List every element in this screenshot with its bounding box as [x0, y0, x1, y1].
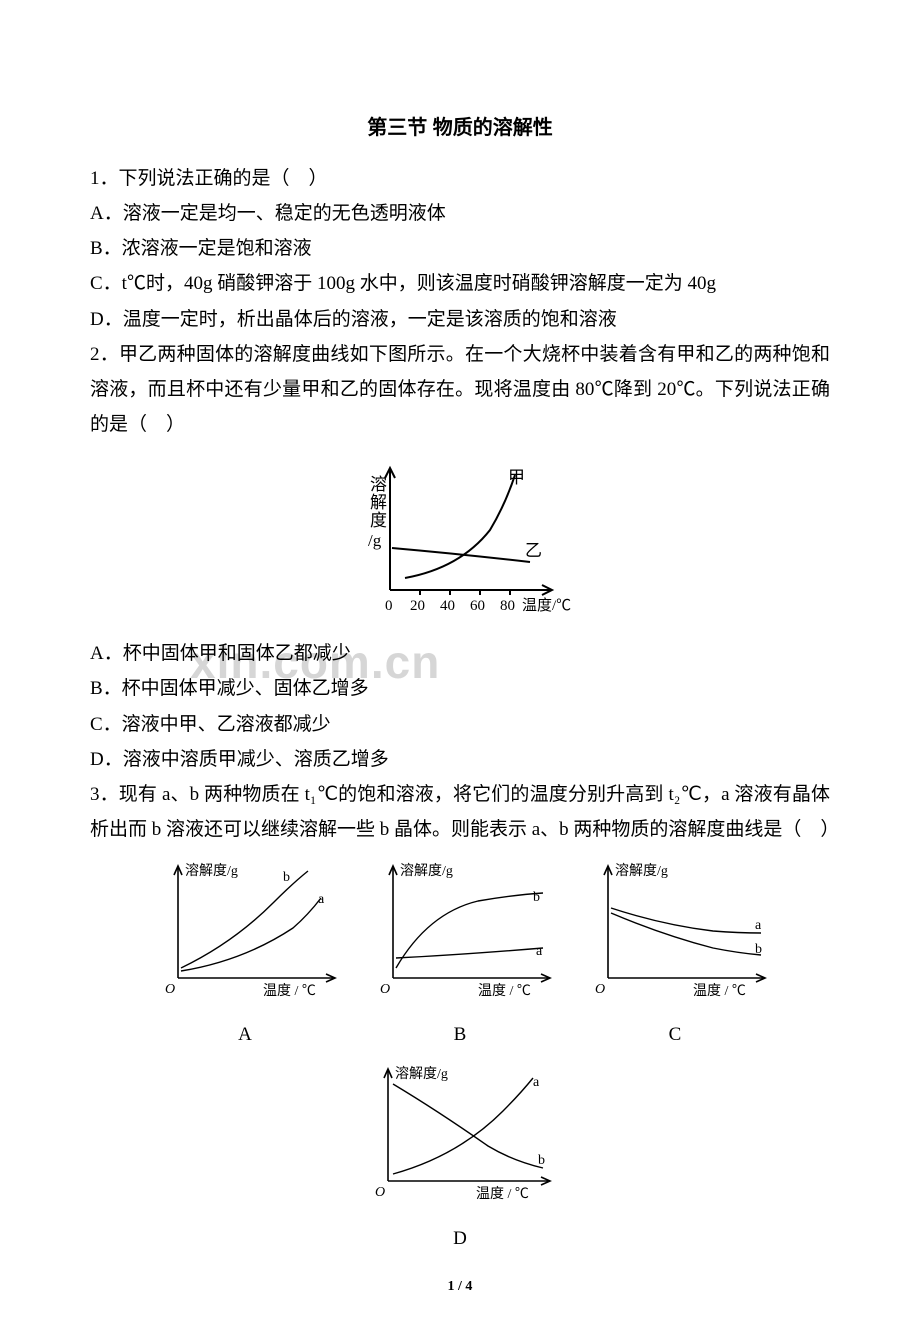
svg-text:b: b [755, 942, 762, 957]
svg-text:解: 解 [370, 493, 387, 512]
q3-charts-row1: 溶解度/g O 温度 / ℃ b a A 溶解度/g O 温度 / ℃ [90, 853, 830, 1052]
svg-text:O: O [375, 1185, 385, 1200]
svg-text:O: O [595, 982, 605, 997]
page-footer: 1 / 4 [90, 1274, 830, 1300]
svg-text:溶: 溶 [370, 475, 387, 494]
svg-text:80: 80 [500, 598, 515, 614]
q2-opt-d: D．溶液中溶质甲减少、溶质乙增多 [90, 742, 830, 777]
q3-chart-d: 溶解度/g O 温度 / ℃ a b D [348, 1056, 573, 1255]
q1-opt-b: B．浓溶液一定是饱和溶液 [90, 231, 830, 266]
svg-text:温度/℃: 温度/℃ [522, 597, 571, 614]
svg-text:乙: 乙 [525, 541, 542, 560]
q3-stem: 3．现有 a、b 两种物质在 t₁℃的饱和溶液，将它们的温度分别升高到 t₂℃，… [90, 777, 830, 847]
svg-text:温度 / ℃: 温度 / ℃ [263, 983, 316, 999]
svg-text:溶解度/g: 溶解度/g [395, 1066, 448, 1082]
q2-stem: 2．甲乙两种固体的溶解度曲线如下图所示。在一个大烧杯中装着含有甲和乙的两种饱和溶… [90, 337, 830, 442]
svg-text:b: b [283, 870, 290, 885]
q3-chart-b: 溶解度/g O 温度 / ℃ b a B [358, 853, 563, 1052]
svg-text:b: b [538, 1153, 545, 1168]
svg-text:温度 / ℃: 温度 / ℃ [478, 983, 531, 999]
svg-text:0: 0 [385, 598, 393, 614]
svg-text:温度 / ℃: 温度 / ℃ [693, 983, 746, 999]
q1-opt-a: A．溶液一定是均一、稳定的无色透明液体 [90, 196, 830, 231]
q3-chart-a: 溶解度/g O 温度 / ℃ b a A [143, 853, 348, 1052]
q2-figure: 溶 解 度 /g 0 20 40 60 80 温度/℃ 甲 乙 [90, 450, 830, 632]
svg-text:溶解度/g: 溶解度/g [400, 863, 453, 879]
svg-text:a: a [318, 892, 325, 907]
svg-text:甲: 甲 [508, 468, 525, 487]
q3-chart-c: 溶解度/g O 温度 / ℃ a b C [573, 853, 778, 1052]
svg-text:60: 60 [470, 598, 485, 614]
svg-text:a: a [755, 918, 762, 933]
svg-text:/g: /g [368, 531, 382, 550]
q1-opt-d: D．温度一定时，析出晶体后的溶液，一定是该溶质的饱和溶液 [90, 302, 830, 337]
q1-stem: 1．下列说法正确的是（ ） [90, 161, 830, 196]
q2-opt-a: A．杯中固体甲和固体乙都减少 [90, 636, 830, 671]
q3-chart-d-row: 溶解度/g O 温度 / ℃ a b D [90, 1056, 830, 1255]
svg-text:a: a [533, 1075, 540, 1090]
svg-text:40: 40 [440, 598, 455, 614]
svg-text:O: O [380, 982, 390, 997]
q3-label-a: A [143, 1017, 348, 1052]
q3-label-d: D [348, 1221, 573, 1256]
page-content: 第三节 物质的溶解性 1．下列说法正确的是（ ） A．溶液一定是均一、稳定的无色… [90, 110, 830, 1300]
svg-text:度: 度 [370, 511, 387, 530]
svg-text:O: O [165, 982, 175, 997]
svg-text:溶解度/g: 溶解度/g [615, 863, 668, 879]
q3-label-b: B [358, 1017, 563, 1052]
q2-opt-b: B．杯中固体甲减少、固体乙增多 [90, 671, 830, 706]
svg-text:20: 20 [410, 598, 425, 614]
q3-label-c: C [573, 1017, 778, 1052]
q1-opt-c: C．t℃时，40g 硝酸钾溶于 100g 水中，则该温度时硝酸钾溶解度一定为 4… [90, 266, 830, 301]
svg-text:b: b [533, 890, 540, 905]
svg-text:a: a [536, 944, 543, 959]
svg-text:溶解度/g: 溶解度/g [185, 863, 238, 879]
q2-opt-c: C．溶液中甲、乙溶液都减少 [90, 707, 830, 742]
svg-text:温度 / ℃: 温度 / ℃ [476, 1186, 529, 1202]
section-title: 第三节 物质的溶解性 [90, 110, 830, 147]
